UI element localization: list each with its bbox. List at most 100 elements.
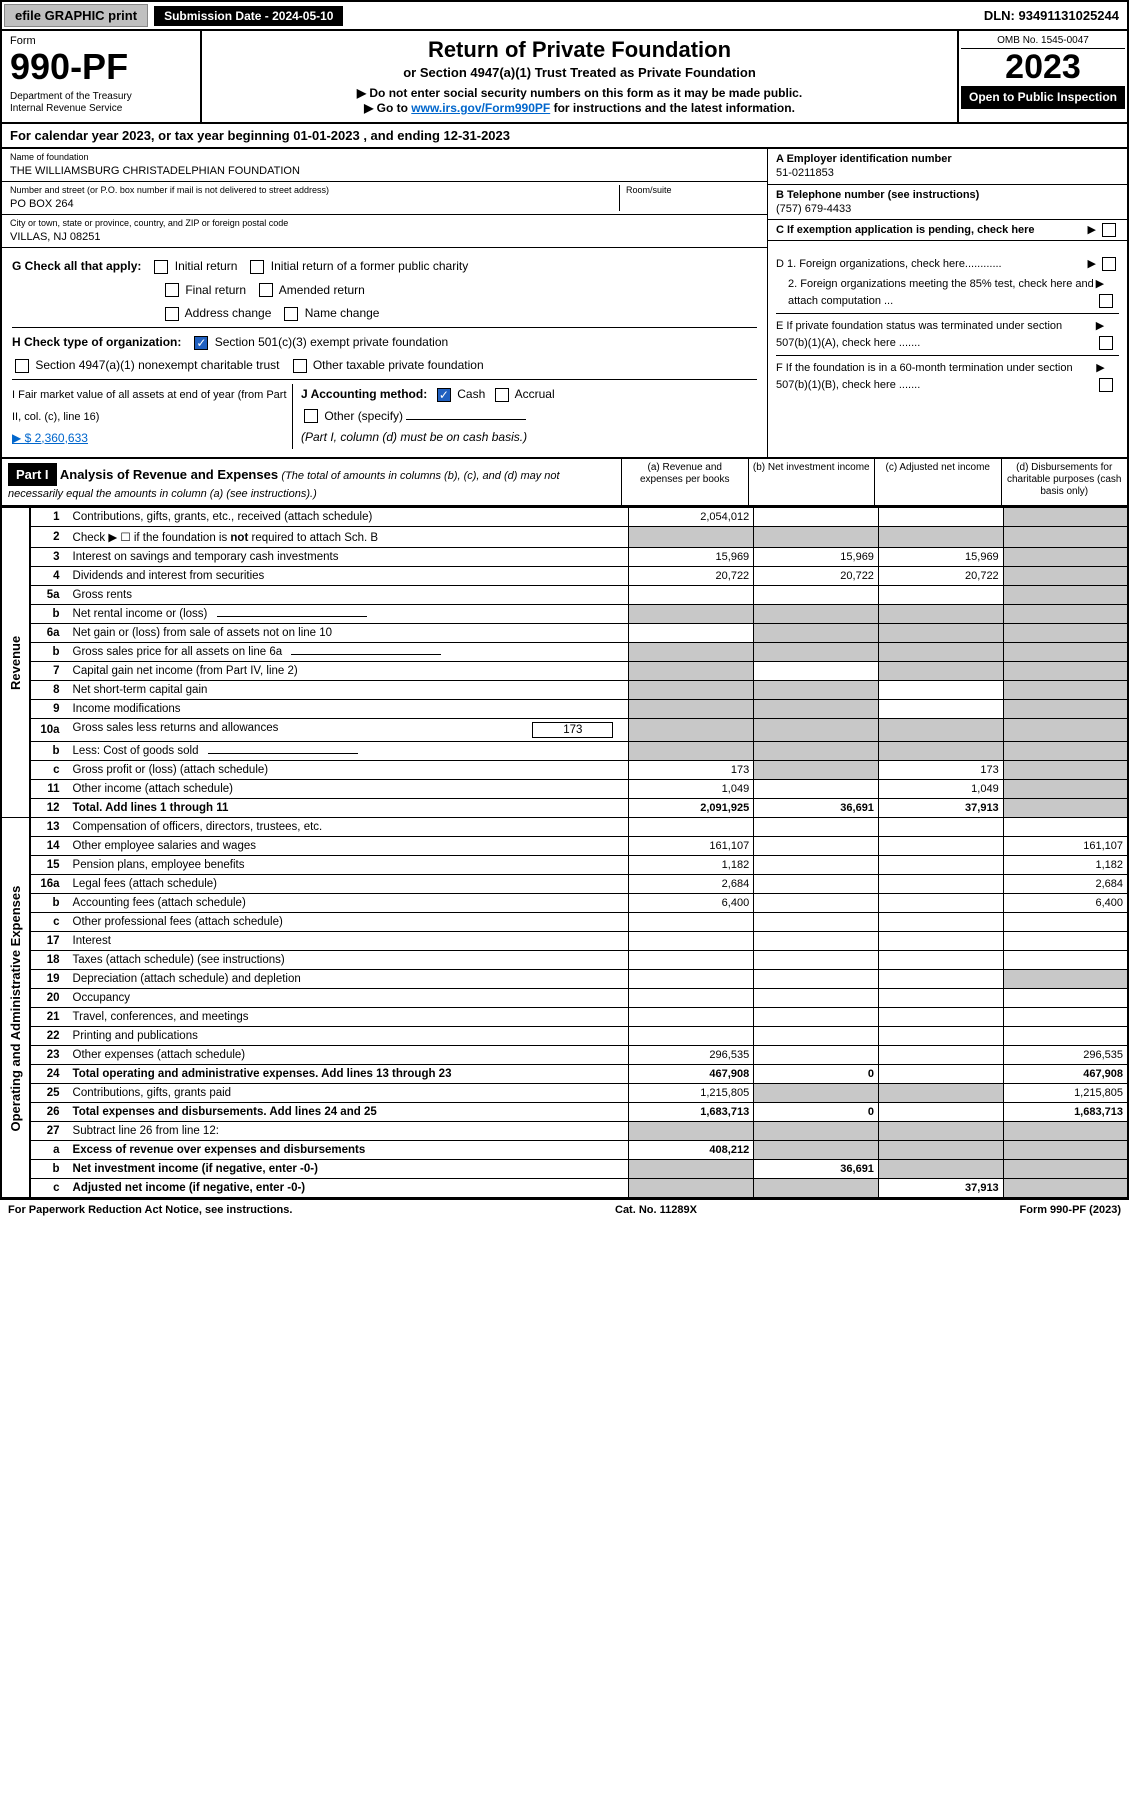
dln-label: DLN: 93491131025244 xyxy=(978,6,1125,25)
g-row: G Check all that apply: Initial return I… xyxy=(12,256,757,278)
amount-cell xyxy=(629,605,754,624)
line-desc: Net investment income (if negative, ente… xyxy=(68,1160,629,1179)
amount-cell xyxy=(1003,1008,1128,1027)
c-checkbox[interactable] xyxy=(1102,223,1116,237)
amount-cell xyxy=(629,742,754,761)
amount-cell xyxy=(754,894,879,913)
irs-label: Internal Revenue Service xyxy=(10,103,192,115)
table-row: Operating and Administrative Expenses13C… xyxy=(1,818,1128,837)
amount-cell xyxy=(878,913,1003,932)
g-opt-0: Initial return xyxy=(175,259,238,273)
line-desc: Excess of revenue over expenses and disb… xyxy=(68,1141,629,1160)
amended-return-check[interactable] xyxy=(259,283,273,297)
amount-cell: 1,215,805 xyxy=(629,1084,754,1103)
amount-cell xyxy=(878,700,1003,719)
foundation-name-cell: Name of foundation THE WILLIAMSBURG CHRI… xyxy=(2,149,767,182)
amount-cell: 15,969 xyxy=(754,548,879,567)
address-change-check[interactable] xyxy=(165,307,179,321)
amount-cell xyxy=(878,951,1003,970)
g-opt-3: Amended return xyxy=(279,283,365,297)
i-j-row: I Fair market value of all assets at end… xyxy=(12,379,757,449)
other-taxable-check[interactable] xyxy=(293,359,307,373)
line-number: 25 xyxy=(30,1084,67,1103)
amount-cell: 467,908 xyxy=(629,1065,754,1084)
tel-cell: B Telephone number (see instructions) (7… xyxy=(768,185,1127,221)
f-row: F If the foundation is in a 60-month ter… xyxy=(776,355,1119,393)
part1-table: Revenue1Contributions, gifts, grants, et… xyxy=(0,507,1129,1199)
tel-value: (757) 679-4433 xyxy=(776,202,1119,216)
cash-check[interactable] xyxy=(437,388,451,402)
col-d-header: (d) Disbursements for charitable purpose… xyxy=(1002,459,1128,505)
table-row: cAdjusted net income (if negative, enter… xyxy=(1,1179,1128,1199)
city-value: VILLAS, NJ 08251 xyxy=(10,230,759,244)
amount-cell: 296,535 xyxy=(629,1046,754,1065)
amount-cell xyxy=(878,875,1003,894)
amount-cell xyxy=(1003,508,1128,527)
tax-year: 2023 xyxy=(961,49,1125,86)
501c3-check[interactable] xyxy=(194,336,208,350)
amount-cell xyxy=(754,856,879,875)
initial-return-check[interactable] xyxy=(154,260,168,274)
amount-cell: 408,212 xyxy=(629,1141,754,1160)
amount-cell xyxy=(878,719,1003,742)
amount-cell xyxy=(754,1179,879,1199)
col-c-header: (c) Adjusted net income xyxy=(875,459,1002,505)
i-value[interactable]: ▶ $ 2,360,633 xyxy=(12,431,88,445)
checks-area: G Check all that apply: Initial return I… xyxy=(0,248,1129,459)
other-method-check[interactable] xyxy=(304,409,318,423)
amount-cell: 161,107 xyxy=(629,837,754,856)
table-row: 4Dividends and interest from securities2… xyxy=(1,567,1128,586)
i-block: I Fair market value of all assets at end… xyxy=(12,384,292,449)
calendar-year-line: For calendar year 2023, or tax year begi… xyxy=(0,124,1129,149)
amount-cell: 2,684 xyxy=(1003,875,1128,894)
amount-cell xyxy=(1003,548,1128,567)
name-change-check[interactable] xyxy=(284,307,298,321)
line-desc: Pension plans, employee benefits xyxy=(68,856,629,875)
amount-cell xyxy=(878,1027,1003,1046)
e-check[interactable] xyxy=(1099,336,1113,350)
table-row: cOther professional fees (attach schedul… xyxy=(1,913,1128,932)
form990pf-link[interactable]: www.irs.gov/Form990PF xyxy=(411,101,550,115)
g-row-3: Address change Name change xyxy=(12,303,757,325)
d2-check[interactable] xyxy=(1099,294,1113,308)
4947a1-check[interactable] xyxy=(15,359,29,373)
initial-former-check[interactable] xyxy=(250,260,264,274)
line-desc: Other expenses (attach schedule) xyxy=(68,1046,629,1065)
amount-cell xyxy=(754,970,879,989)
form-header-right: OMB No. 1545-0047 2023 Open to Public In… xyxy=(957,31,1127,122)
line-number: 14 xyxy=(30,837,67,856)
f-check[interactable] xyxy=(1099,378,1113,392)
line-desc: Gross sales less returns and allowances … xyxy=(68,719,629,742)
col-a-header: (a) Revenue and expenses per books xyxy=(622,459,749,505)
g-opt-4: Address change xyxy=(185,306,272,320)
line-number: b xyxy=(30,1160,67,1179)
line-number: b xyxy=(30,643,67,662)
amount-cell xyxy=(629,932,754,951)
line-desc: Income modifications xyxy=(68,700,629,719)
table-row: 25Contributions, gifts, grants paid1,215… xyxy=(1,1084,1128,1103)
amount-cell xyxy=(754,624,879,643)
amount-cell xyxy=(878,681,1003,700)
efile-button[interactable]: efile GRAPHIC print xyxy=(4,4,148,27)
final-return-check[interactable] xyxy=(165,283,179,297)
amount-cell xyxy=(878,1046,1003,1065)
ein-label: A Employer identification number xyxy=(776,152,1119,166)
amount-cell xyxy=(1003,586,1128,605)
line-number: 16a xyxy=(30,875,67,894)
d1-check[interactable] xyxy=(1102,257,1116,271)
h-row-2: Section 4947(a)(1) nonexempt charitable … xyxy=(12,355,757,377)
footer-right: Form 990-PF (2023) xyxy=(1020,1204,1121,1216)
table-row: 26Total expenses and disbursements. Add … xyxy=(1,1103,1128,1122)
line-number: 9 xyxy=(30,700,67,719)
line-desc: Total expenses and disbursements. Add li… xyxy=(68,1103,629,1122)
amount-cell xyxy=(1003,970,1128,989)
amount-cell xyxy=(1003,913,1128,932)
amount-cell xyxy=(1003,643,1128,662)
amount-cell: 6,400 xyxy=(1003,894,1128,913)
line-desc: Taxes (attach schedule) (see instruction… xyxy=(68,951,629,970)
line-desc: Check ▶ ☐ if the foundation is not requi… xyxy=(68,527,629,548)
line-number: c xyxy=(30,761,67,780)
accrual-check[interactable] xyxy=(495,388,509,402)
amount-cell xyxy=(629,913,754,932)
amount-cell xyxy=(629,681,754,700)
